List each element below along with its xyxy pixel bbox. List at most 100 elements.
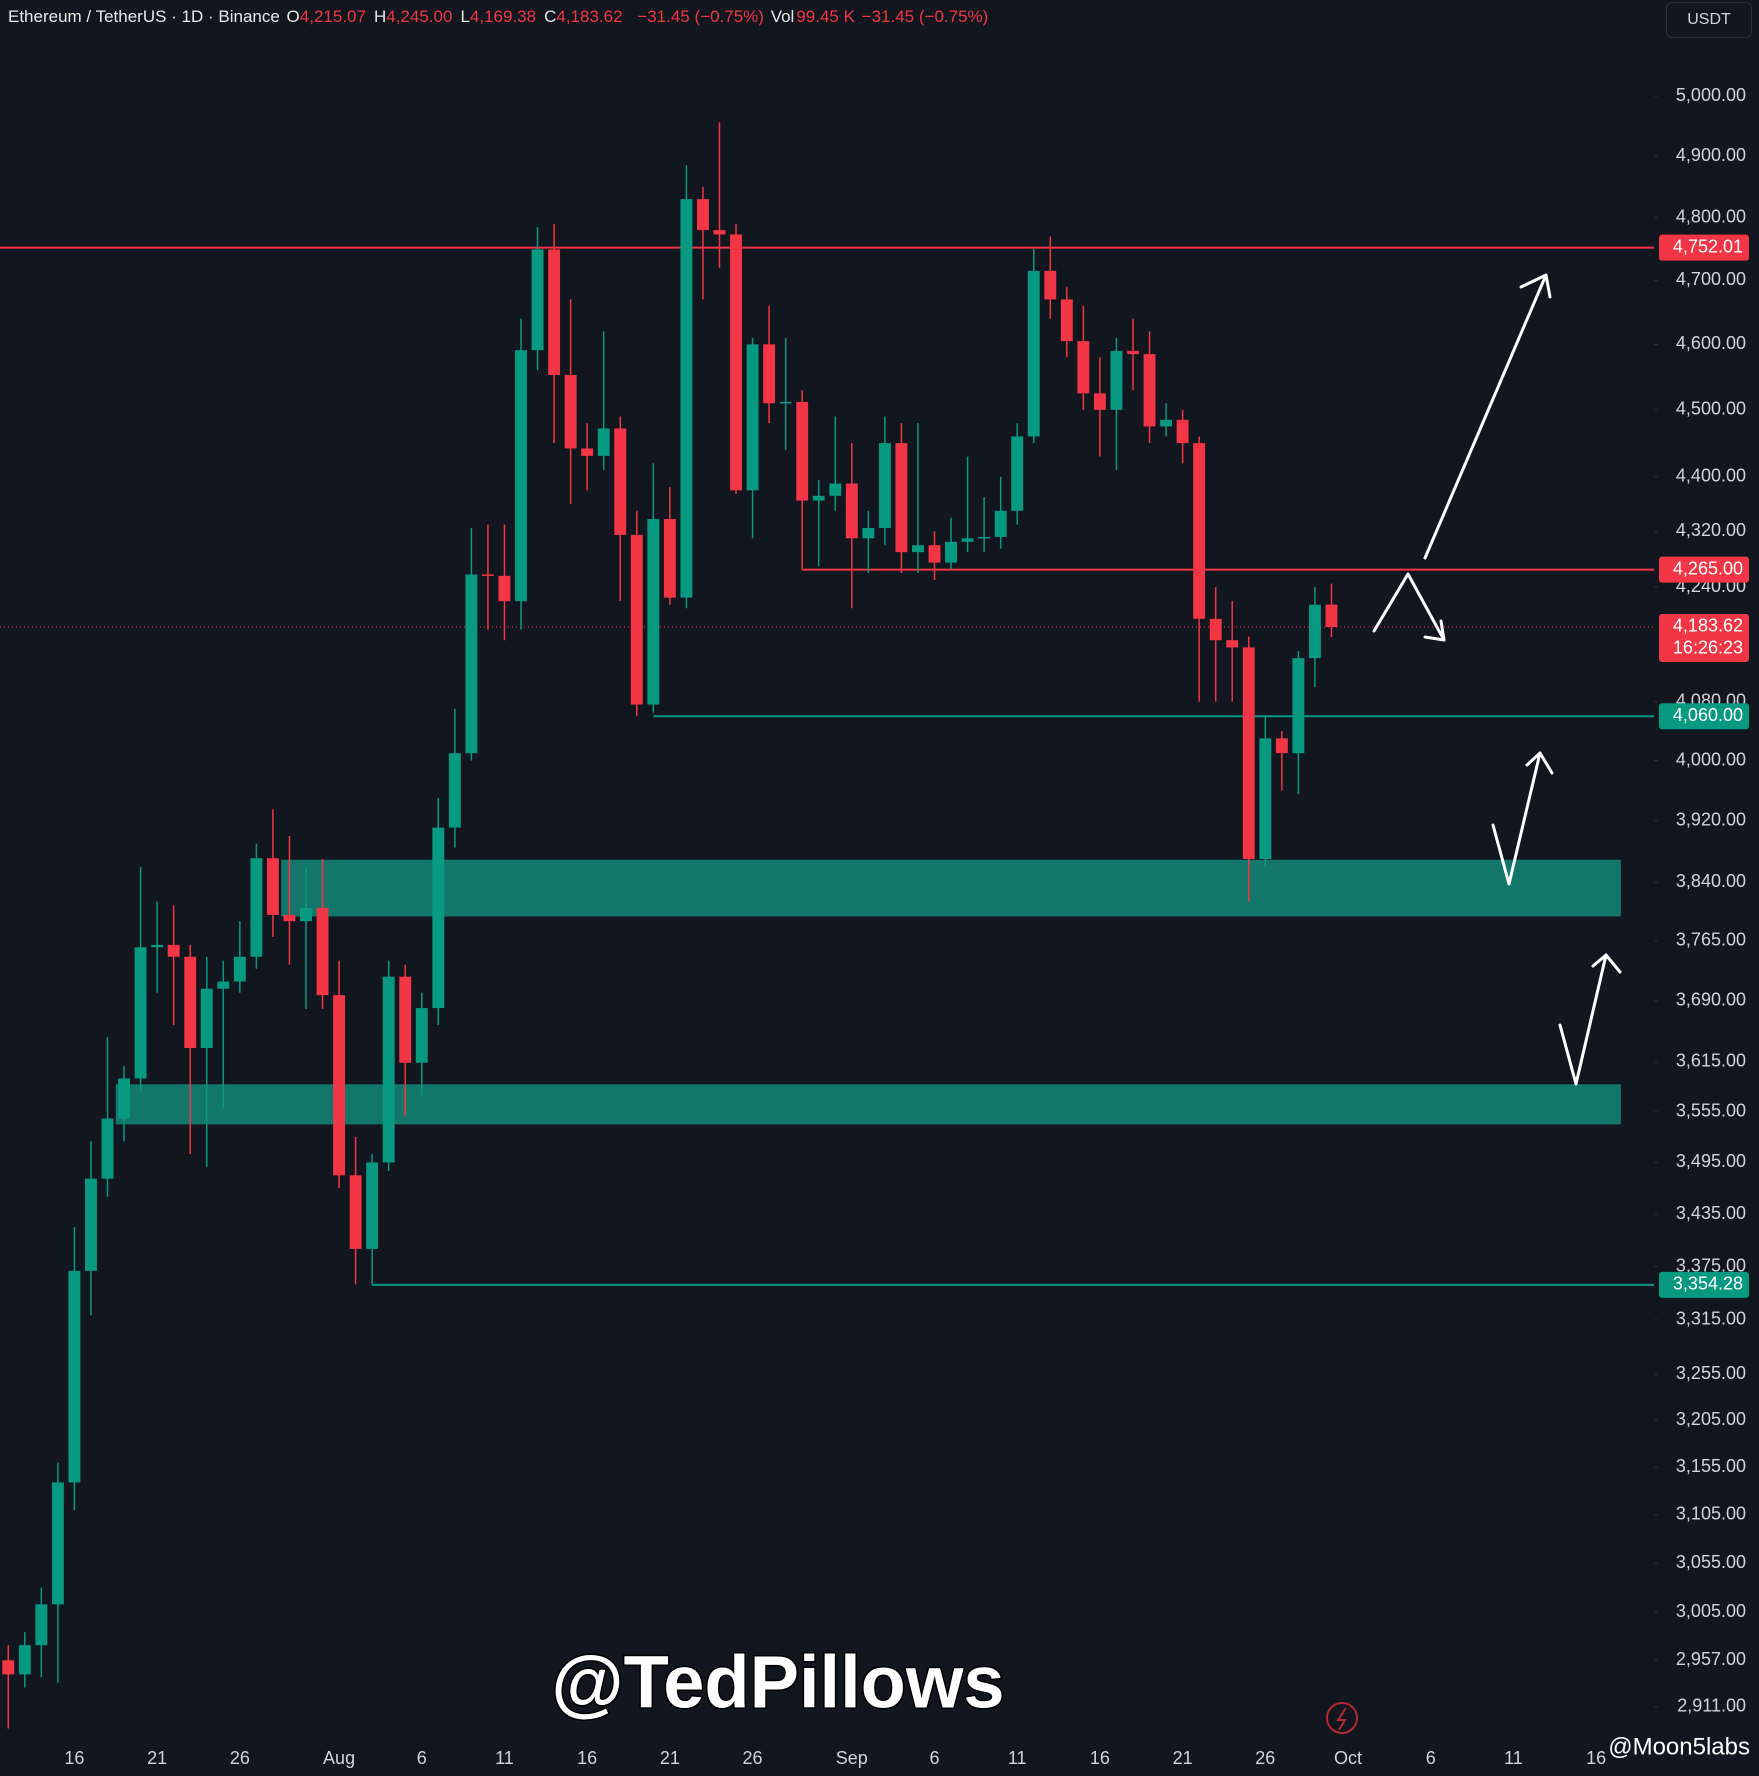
candle-body: [564, 374, 577, 449]
y-tick-label: 4,700.00: [1676, 269, 1746, 289]
y-tick-label: 4,600.00: [1676, 333, 1746, 353]
price-label: 4,265.00: [1673, 558, 1743, 578]
y-tick-label: 3,375.00: [1676, 1255, 1746, 1275]
candle-body: [978, 536, 991, 539]
y-tick-label: 2,957.00: [1676, 1649, 1746, 1669]
candle-body: [812, 495, 825, 501]
candle-body: [151, 944, 164, 948]
candle-body: [763, 344, 776, 404]
icon-ring[interactable]: [1326, 1702, 1358, 1734]
candle-body: [730, 234, 742, 491]
candle-body: [118, 1078, 131, 1119]
x-tick-label: 21: [1173, 1748, 1193, 1768]
candle-body: [481, 574, 494, 576]
change: −31.45 (−0.75%): [637, 7, 764, 26]
x-tick-label: 6: [1426, 1748, 1436, 1768]
x-tick-label: 11: [1504, 1748, 1523, 1768]
x-tick-label: Oct: [1334, 1748, 1362, 1768]
candle-body: [1259, 738, 1272, 859]
y-tick-label: 5,000.00: [1676, 85, 1746, 105]
candle-body: [1060, 299, 1073, 342]
candle-body: [51, 1482, 64, 1605]
candle-body: [1077, 341, 1090, 394]
candle-body: [1110, 350, 1123, 410]
candle-body: [878, 443, 891, 528]
zone: [281, 859, 1621, 917]
candle-body: [531, 249, 544, 351]
price-label-box: [1659, 1271, 1749, 1298]
candle-body: [1242, 647, 1255, 859]
candle-body: [283, 914, 296, 922]
x-tick-label: 16: [577, 1748, 597, 1768]
y-tick-label: 3,765.00: [1676, 930, 1746, 950]
y-tick-label: 3,155.00: [1676, 1456, 1746, 1476]
zone: [115, 1084, 1621, 1125]
x-tick-label: Aug: [323, 1748, 355, 1768]
candle-body: [217, 981, 230, 989]
arrow: [1558, 953, 1608, 1086]
candle-body: [663, 519, 676, 598]
candle-body: [1011, 436, 1024, 511]
price-label-box: [1659, 613, 1749, 662]
x-tick-label: 21: [660, 1748, 680, 1768]
y-tick-label: 4,800.00: [1676, 206, 1746, 226]
arrow: [1491, 751, 1542, 886]
candle-body: [945, 541, 958, 563]
candle-body: [68, 1270, 81, 1483]
field-key: C: [544, 7, 557, 26]
countdown: 16:26:23: [1673, 638, 1743, 658]
candle-body: [779, 401, 792, 404]
candle-body: [581, 448, 594, 456]
candle-body: [498, 575, 511, 602]
candle-body: [1093, 393, 1106, 410]
arrow: [1423, 273, 1548, 560]
y-tick-label: 2,911.00: [1677, 1696, 1746, 1716]
credit: @Moon5labs: [1608, 1733, 1750, 1760]
arrow-head: [1591, 953, 1622, 974]
candle-body: [382, 976, 395, 1163]
field-value: 4,245.00: [386, 7, 453, 26]
candle-body: [448, 753, 461, 828]
y-tick-label: 4,320.00: [1676, 520, 1746, 540]
candle-body: [349, 1175, 362, 1249]
candle-body: [746, 344, 759, 491]
candle-body: [300, 907, 312, 922]
field-value: 4,169.38: [469, 7, 537, 26]
candle-body: [85, 1178, 97, 1271]
y-tick-label: 4,400.00: [1676, 466, 1746, 486]
x-tick-label: 26: [743, 1748, 763, 1768]
y-tick-label: 3,205.00: [1676, 1409, 1746, 1429]
candle-body: [167, 944, 180, 957]
y-tick-label: 3,435.00: [1676, 1203, 1746, 1223]
candle-body: [233, 956, 246, 982]
candle-body: [184, 956, 197, 1048]
candle-body: [366, 1162, 379, 1249]
y-tick-label: 3,495.00: [1676, 1151, 1746, 1171]
candle-body: [961, 538, 974, 542]
field-key: O: [286, 7, 300, 26]
candle-body: [1209, 618, 1222, 641]
candle-body: [928, 545, 941, 563]
candle-body: [548, 249, 561, 375]
candle-body: [1275, 738, 1288, 754]
vol-key: Vol: [770, 7, 795, 26]
candle-body: [895, 443, 908, 553]
candle-body: [316, 907, 329, 996]
candle-body: [1193, 443, 1206, 619]
candle-body: [862, 527, 875, 539]
y-tick-label: 3,255.00: [1676, 1363, 1746, 1383]
price-label: 4,752.01: [1673, 236, 1743, 256]
replay-icon[interactable]: [1326, 1702, 1358, 1734]
candle-body: [465, 574, 478, 754]
y-tick-label: 3,005.00: [1676, 1601, 1746, 1621]
candle-body: [18, 1645, 31, 1675]
candle-body: [134, 947, 147, 1079]
candle-body: [597, 428, 610, 456]
currency-button[interactable]: USDT: [1666, 2, 1752, 38]
arrow-head: [1525, 751, 1554, 775]
icon-bolt[interactable]: [1336, 1707, 1347, 1731]
candle-body: [1127, 350, 1139, 355]
price-label-box: [1659, 234, 1749, 261]
candle-body: [1027, 270, 1040, 437]
